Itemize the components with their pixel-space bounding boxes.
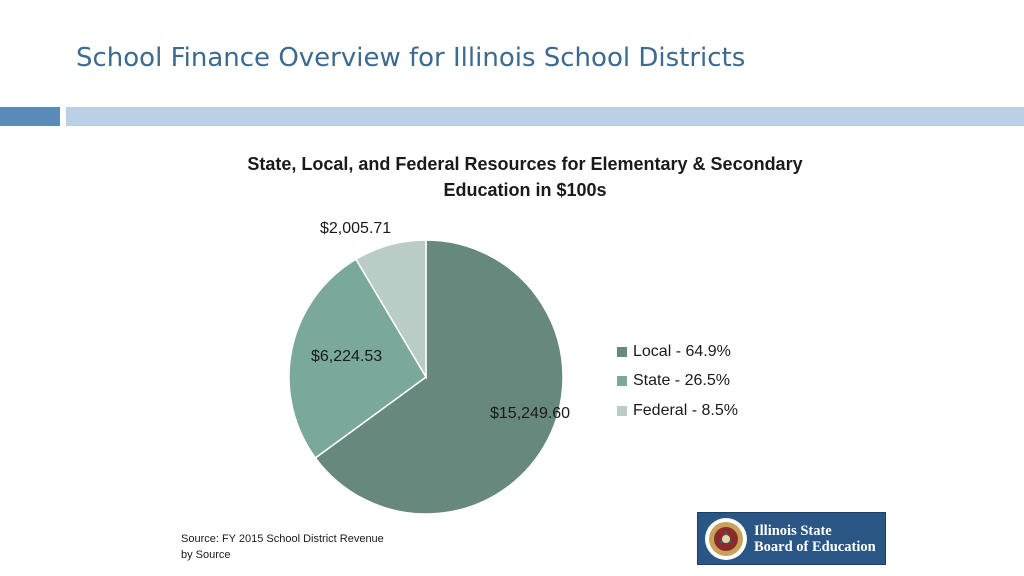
title-accent-bar-light bbox=[66, 107, 1024, 126]
legend-item-federal: Federal - 8.5% bbox=[617, 396, 738, 426]
chart-title: State, Local, and Federal Resources for … bbox=[200, 151, 850, 203]
pie-slice-local bbox=[314, 239, 564, 515]
legend-label-local: Local - 64.9% bbox=[633, 342, 731, 360]
logo-text-line-2: Board of Education bbox=[754, 538, 876, 555]
pie-slice-federal bbox=[354, 239, 427, 380]
data-label-federal: $2,005.71 bbox=[320, 220, 392, 237]
legend-item-local: Local - 64.9% bbox=[617, 337, 738, 367]
chart-legend: Local - 64.9% State - 26.5% Federal - 8.… bbox=[617, 337, 738, 426]
logo-text-line-1: Illinois State bbox=[754, 522, 832, 539]
state-seal-icon bbox=[705, 517, 747, 560]
source-note: Source: FY 2015 School District Revenue … bbox=[181, 531, 401, 563]
data-label-local: $15,249.60 bbox=[490, 405, 571, 422]
chart-title-line-1: State, Local, and Federal Resources for … bbox=[247, 154, 803, 174]
legend-swatch-federal bbox=[617, 405, 627, 416]
legend-label-federal: Federal - 8.5% bbox=[633, 401, 738, 419]
chart-title-line-2: Education in $100s bbox=[443, 180, 607, 200]
legend-swatch-state bbox=[617, 376, 627, 387]
title-accent-bar-dark bbox=[0, 107, 60, 126]
source-line-2: by Source bbox=[181, 549, 231, 561]
pie-slice-state bbox=[288, 258, 427, 459]
data-label-state: $6,224.53 bbox=[311, 348, 383, 365]
legend-label-state: State - 26.5% bbox=[633, 372, 730, 390]
legend-item-state: State - 26.5% bbox=[617, 367, 738, 397]
source-line-1: Source: FY 2015 School District Revenue bbox=[181, 533, 384, 545]
slide-title: School Finance Overview for Illinois Sch… bbox=[76, 43, 746, 73]
logo-text: Illinois State Board of Education bbox=[754, 523, 876, 555]
legend-swatch-local bbox=[617, 346, 627, 357]
isbe-logo: Illinois State Board of Education bbox=[697, 512, 886, 565]
